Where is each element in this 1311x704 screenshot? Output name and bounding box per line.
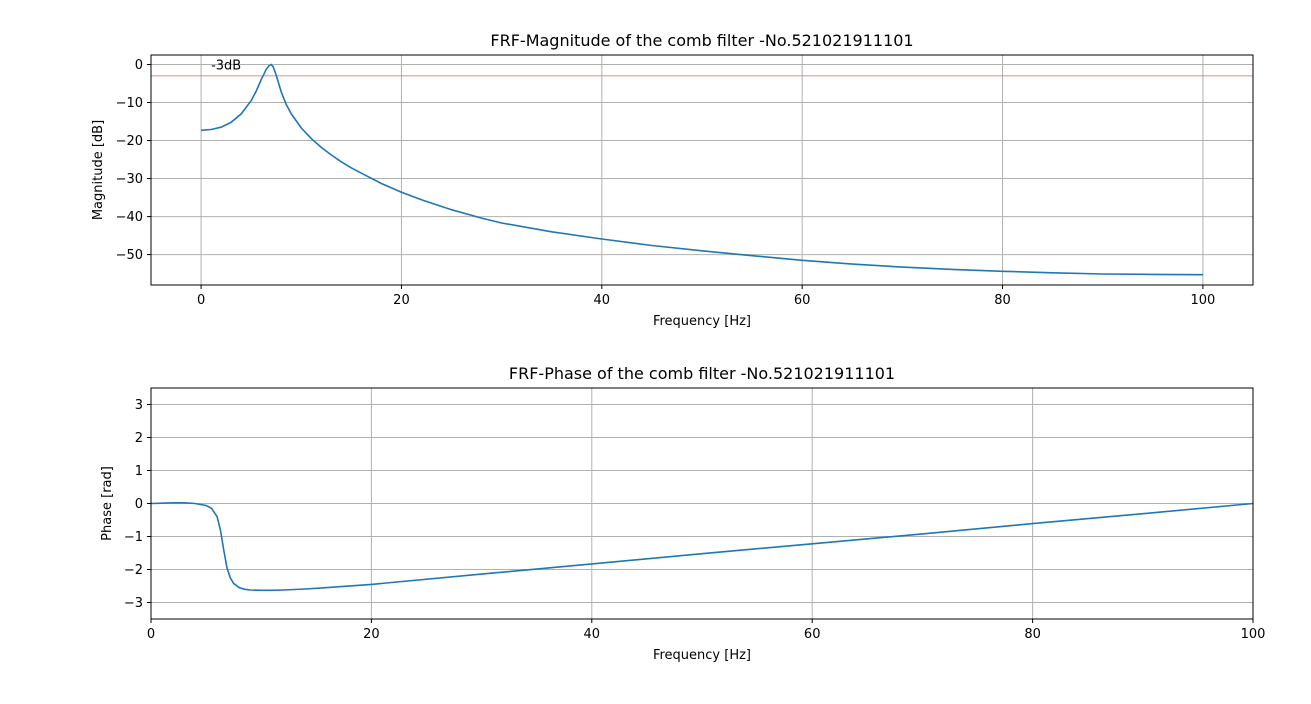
phase-chart-title: FRF-Phase of the comb filter -No.5210219… [509,364,895,383]
phase-ticks: 0 20 40 60 80 100 3 2 1 0 −1 −2 −3 [124,398,1266,642]
magnitude-xtick-label: 80 [994,293,1011,308]
magnitude-xtick-label: 60 [794,293,811,308]
phase-ytick-label: −1 [124,530,143,545]
phase-x-axis-label: Frequency [Hz] [653,648,751,663]
phase-ytick-label: −2 [124,563,143,578]
magnitude-xtick-label: 0 [197,293,205,308]
magnitude-series-line [201,63,1203,276]
phase-ytick-label: 1 [135,464,143,479]
magnitude-ticks: 0 20 40 60 80 100 0 −10 −20 −30 −40 −50 [116,58,1216,308]
minus-3db-annotation: -3dB [211,58,241,73]
phase-xtick-label: 100 [1241,627,1266,642]
phase-grid [150,388,1254,619]
magnitude-xtick-label: 40 [594,293,611,308]
phase-axes: 0 20 40 60 80 100 3 2 1 0 −1 −2 −3 FRF-Phase of the … [100,364,1265,663]
magnitude-ytick-label: −40 [116,210,143,225]
phase-ytick-label: −3 [124,596,143,611]
magnitude-x-axis-label: Frequency [Hz] [653,314,751,329]
phase-ytick-label: 3 [135,398,143,413]
magnitude-xtick-label: 20 [393,293,410,308]
phase-ytick-label: 2 [135,431,143,446]
magnitude-ytick-label: −10 [116,96,143,111]
magnitude-axes: 0 20 40 60 80 100 0 −10 −20 −30 −40 −50 -3dB FRF-Ma… [91,31,1254,329]
magnitude-ytick-label: −50 [116,248,143,263]
phase-xtick-label: 80 [1024,627,1041,642]
magnitude-ytick-label: −30 [116,172,143,187]
magnitude-ytick-label: −20 [116,134,143,149]
magnitude-xtick-label: 100 [1190,293,1215,308]
phase-series-line [150,501,1254,592]
magnitude-axes-frame [150,54,1254,286]
magnitude-grid [151,55,1253,285]
magnitude-ytick-label: 0 [135,58,143,73]
magnitude-y-axis-label: Magnitude [dB] [91,120,106,220]
phase-y-axis-label: Phase [rad] [100,466,115,541]
phase-xtick-label: 0 [147,627,155,642]
magnitude-chart-title: FRF-Magnitude of the comb filter -No.521… [490,31,913,50]
phase-xtick-label: 40 [584,627,601,642]
phase-xtick-label: 20 [363,627,380,642]
phase-ytick-label: 0 [135,497,143,512]
phase-xtick-label: 60 [804,627,821,642]
